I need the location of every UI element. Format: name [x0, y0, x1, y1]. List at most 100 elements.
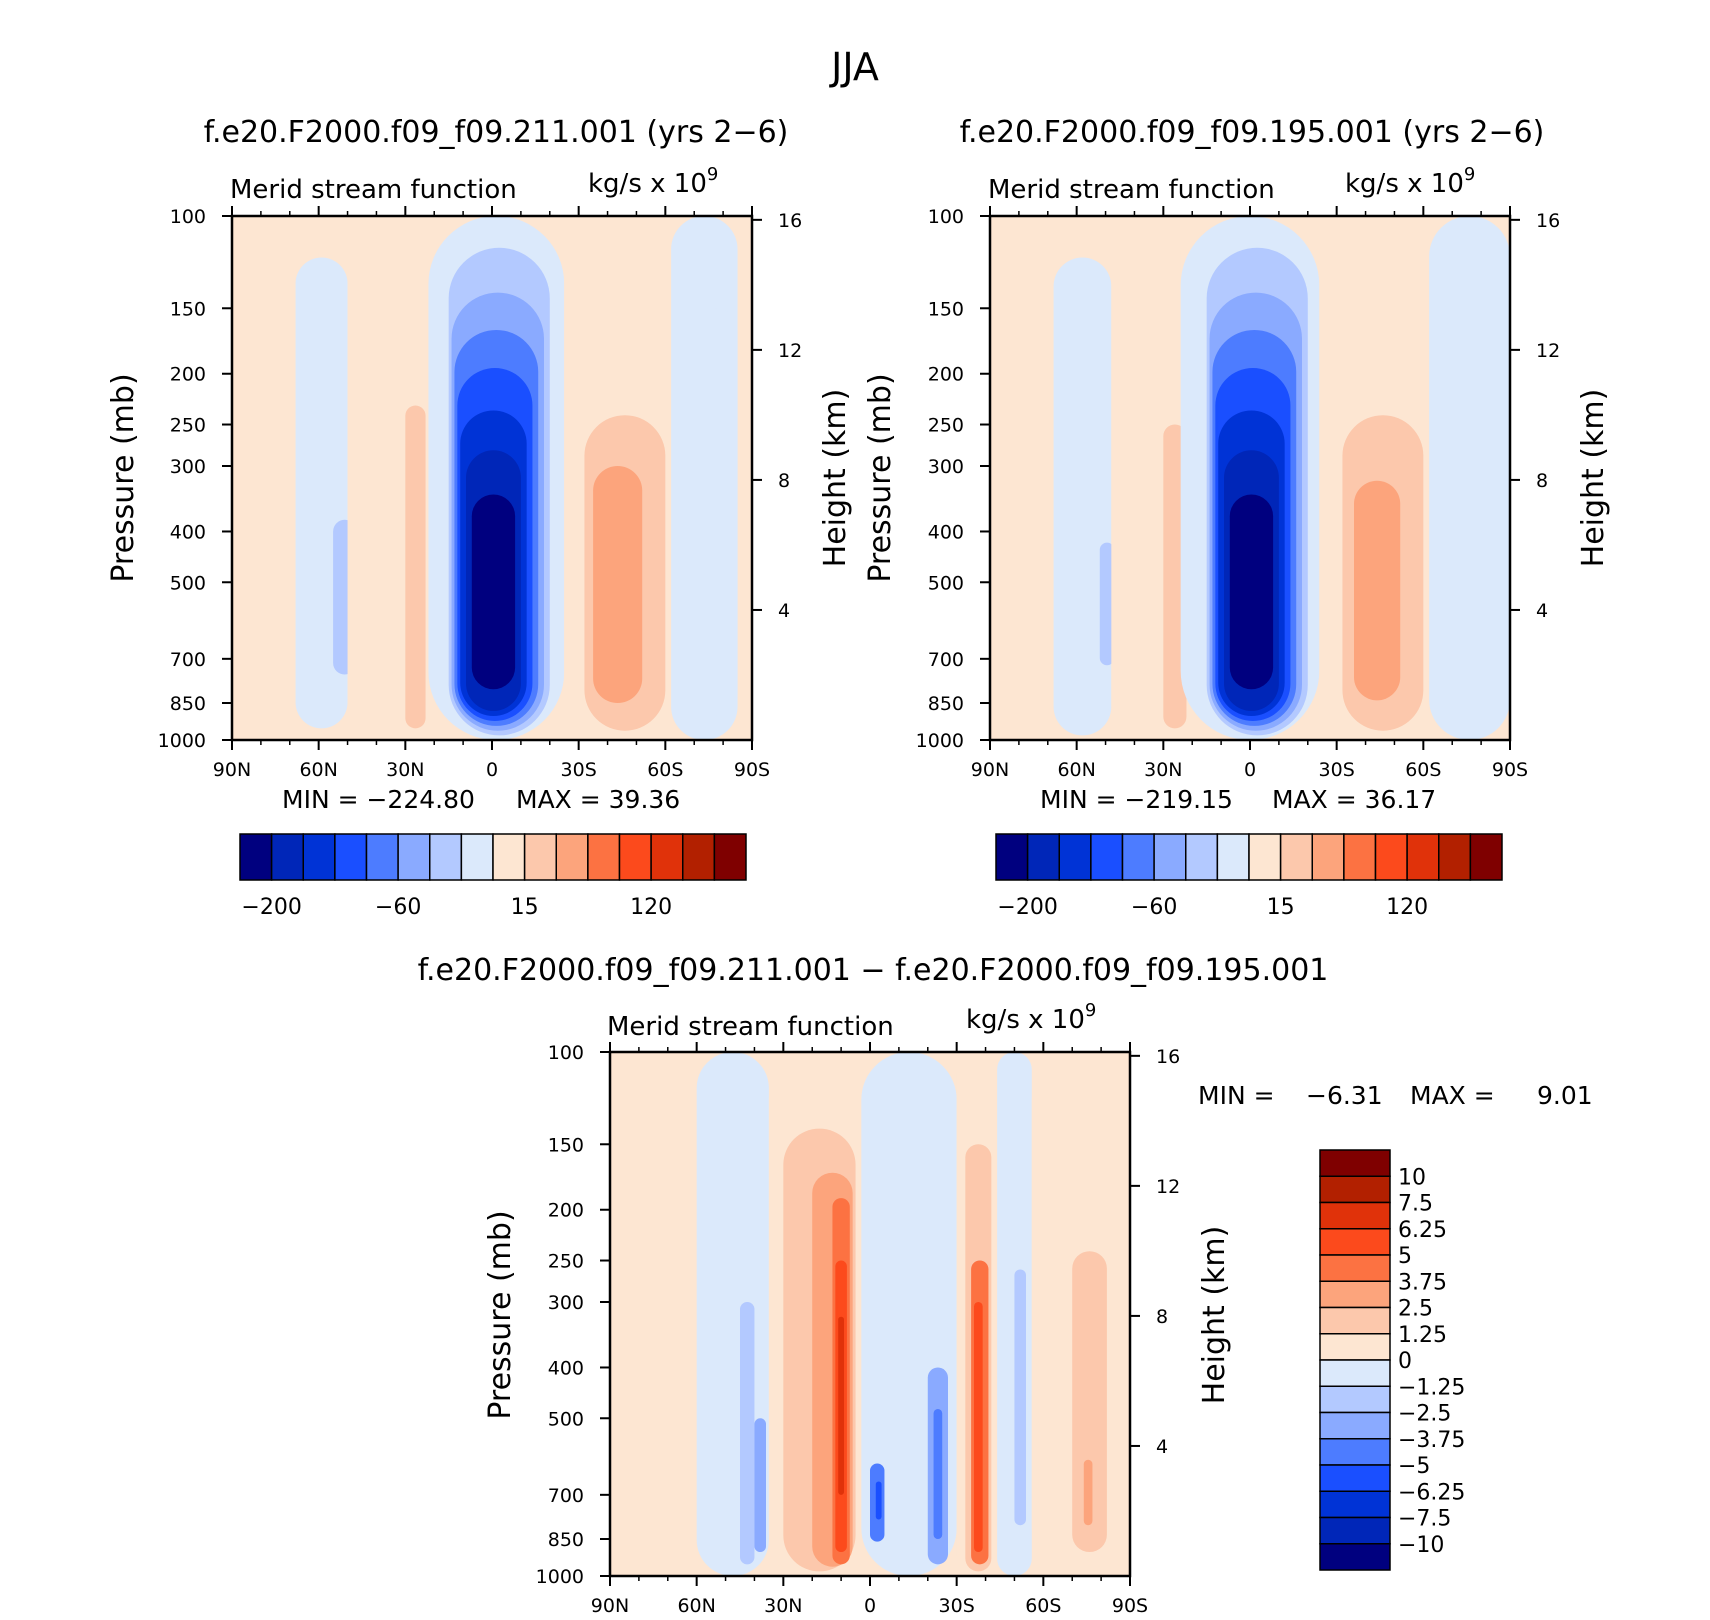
colorbar-swatch: [1438, 833, 1472, 881]
panel-211-colorbar: −200 −60 15 120: [239, 833, 747, 920]
colorbar-swatch: [1343, 833, 1377, 881]
colorbar-swatch: [618, 833, 652, 881]
colorbar-swatch: [492, 833, 526, 881]
y-tick-label: 250: [928, 415, 964, 437]
x-tick-label: 0: [1244, 759, 1256, 781]
contour-cell: [405, 405, 426, 729]
panel-diff-max-value: 9.01: [1537, 1081, 1593, 1110]
colorbar-swatch: [1319, 1543, 1391, 1571]
y2-tick-label: 12: [778, 340, 802, 362]
colorbar-swatch: [1319, 1280, 1391, 1309]
colorbar-label: −7.5: [1398, 1507, 1451, 1532]
colorbar-label: −1.25: [1398, 1375, 1465, 1400]
y-tick-label: 850: [170, 693, 206, 715]
y-tick-label: 200: [928, 364, 964, 386]
panel-195-y2label: Height (km): [1576, 389, 1611, 568]
y-tick-label: 100: [170, 206, 206, 228]
colorbar-label: −60: [375, 895, 421, 920]
colorbar-label: −200: [997, 895, 1057, 920]
y-tick-label: 400: [548, 1357, 584, 1379]
panel-diff-min-value: −6.31: [1306, 1081, 1383, 1110]
panel-diff-ylabel: Pressure (mb): [483, 1210, 518, 1419]
x-tick-label: 60N: [1057, 759, 1095, 781]
y2-tick-label: 12: [1156, 1176, 1180, 1198]
contour-cell: [1053, 257, 1112, 736]
colorbar-label: 120: [1386, 895, 1428, 920]
colorbar-swatch: [1026, 833, 1060, 881]
colorbar-label: −2.5: [1398, 1402, 1451, 1427]
x-tick-label: 90S: [734, 759, 770, 781]
y2-tick-label: 12: [1536, 340, 1560, 362]
x-tick-label: 30S: [561, 759, 597, 781]
y-tick-label: 500: [548, 1408, 584, 1430]
contour-cell: [593, 466, 643, 704]
colorbar-swatch: [1319, 1149, 1391, 1177]
y-tick-label: 200: [170, 364, 206, 386]
panel-211-units: kg/s x 109: [588, 164, 718, 199]
panel-195-title: f.e20.F2000.f09_f09.195.001 (yrs 2−6): [960, 115, 1545, 150]
y-tick-label: 100: [548, 1042, 584, 1064]
colorbar-swatch: [1311, 833, 1345, 881]
colorbar-swatch: [1319, 1438, 1391, 1466]
panel-195-plot: 90N 60N 30N 0 30S 60S 90S 100 150 200 250 300 400 500…: [916, 206, 1560, 781]
colorbar-label: 3.75: [1398, 1270, 1447, 1295]
panel-195-colorbar: −200 −60 15 120: [995, 833, 1503, 920]
y-tick-label: 850: [548, 1529, 584, 1551]
panel-195-ylabel: Pressure (mb): [863, 373, 898, 582]
colorbar-swatch: [1319, 1175, 1391, 1204]
y-tick-label: 150: [170, 298, 206, 320]
contour-cell: [1083, 1459, 1093, 1526]
contour-cell: [974, 1302, 983, 1553]
colorbar-swatch: [587, 833, 621, 881]
panel-195: f.e20.F2000.f09_f09.195.001 (yrs 2−6) Me…: [863, 115, 1611, 920]
y2-tick-label: 8: [778, 470, 790, 492]
colorbar-label: −10: [1398, 1533, 1444, 1558]
contour-cell: [1072, 1251, 1107, 1553]
panel-diff-y2label: Height (km): [1197, 1226, 1232, 1405]
colorbar-swatch: [1153, 833, 1187, 881]
x-tick-label: 30S: [1319, 759, 1355, 781]
y-tick-label: 1000: [916, 730, 964, 752]
panel-211-plot: 90N 60N 30N 0 30S 60S 90S 100 150 200 250 300 400 500…: [158, 206, 802, 781]
x-tick-label: 30N: [386, 759, 424, 781]
y2-tick-label: 8: [1536, 470, 1548, 492]
colorbar-label: 1.25: [1398, 1323, 1447, 1348]
colorbar-swatch: [1469, 833, 1503, 881]
x-tick-label: 90N: [971, 759, 1009, 781]
panel-diff-plot: 90N 60N 30N 0 30S 60S 90S 100 150 200 250 300 400 500…: [536, 1042, 1180, 1617]
colorbar-swatch: [1216, 833, 1250, 881]
panel-211-max-label: MAX = 39.36: [516, 785, 680, 814]
colorbar-swatch: [239, 833, 273, 881]
colorbar-label: −60: [1131, 895, 1177, 920]
y-tick-label: 1000: [536, 1566, 584, 1588]
colorbar-swatch: [1185, 833, 1219, 881]
y-tick-label: 700: [928, 649, 964, 671]
colorbar-swatch: [1319, 1359, 1391, 1387]
y-tick-label: 250: [170, 415, 206, 437]
panel-195-subtitle: Merid stream function: [988, 175, 1275, 205]
colorbar-label: −5: [1398, 1454, 1430, 1479]
plot-area: [232, 216, 752, 740]
y-tick-label: 100: [928, 206, 964, 228]
colorbar-swatch: [397, 833, 431, 881]
colorbar-label: 15: [511, 895, 539, 920]
contour-cell: [875, 1481, 882, 1520]
colorbar-swatch: [1319, 1516, 1391, 1545]
panel-195-max-label: MAX = 36.17: [1272, 785, 1436, 814]
colorbar-swatch: [1319, 1333, 1391, 1361]
contour-cell: [754, 1418, 766, 1553]
y-tick-label: 150: [928, 298, 964, 320]
x-tick-label: 90S: [1492, 759, 1528, 781]
colorbar-swatch: [1319, 1228, 1391, 1256]
colorbar-swatch: [995, 833, 1029, 881]
y2-tick-label: 4: [1536, 600, 1548, 622]
colorbar-swatch: [1406, 833, 1440, 881]
contour-cell: [1099, 542, 1115, 666]
x-tick-label: 0: [864, 1595, 876, 1617]
panel-211-y2label: Height (km): [818, 389, 853, 568]
colorbar-label: 7.5: [1398, 1192, 1433, 1217]
contour-cell: [933, 1408, 943, 1540]
x-tick-label: 90S: [1112, 1595, 1148, 1617]
colorbar-swatch: [1090, 833, 1124, 881]
colorbar-label: 5: [1398, 1244, 1412, 1269]
